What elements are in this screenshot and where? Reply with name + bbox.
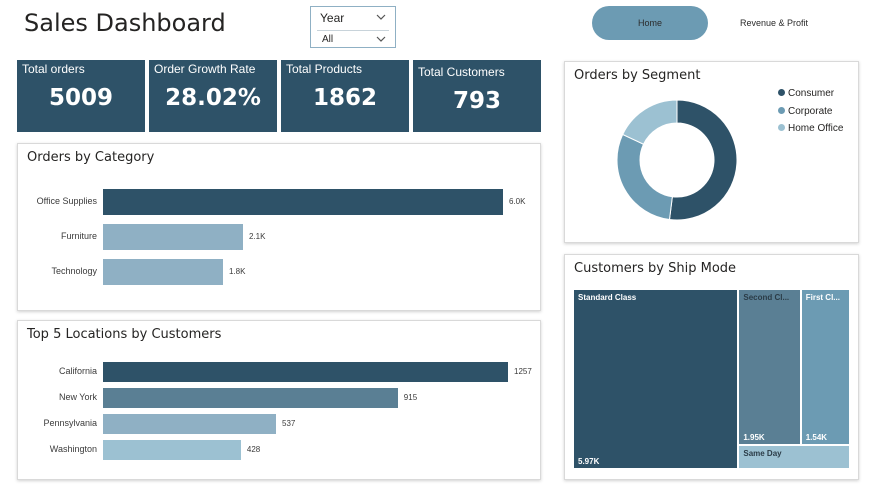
bar-data-label: 6.0K — [509, 197, 526, 206]
kpi-card-total-customers: Total Customers 793 — [413, 60, 541, 132]
kpi-value: 1862 — [312, 85, 377, 111]
legend-item[interactable]: Consumer — [778, 88, 834, 99]
chart-title: Orders by Segment — [574, 68, 701, 83]
kpi-card-total-products: Total Products 1862 — [281, 60, 409, 132]
kpi-label: Total Customers — [418, 65, 505, 79]
bar-category-label: New York — [58, 392, 97, 402]
bar-data-label: 915 — [403, 393, 418, 402]
treemap-tile-label: First Cl... — [805, 293, 840, 302]
treemap-tile-label: Same Day — [743, 448, 782, 458]
orders-by-segment-card[interactable]: Orders by Segment Consumer Corporate Home … — [564, 61, 859, 243]
orders-by-category-card[interactable]: Orders by Category Office Supplies 6.0K Fu… — [17, 143, 541, 311]
bar-data-label: 2.1K — [249, 232, 266, 241]
treemap-tile-label: Standard Class — [578, 293, 637, 302]
kpi-label: Order Growth Rate — [154, 62, 256, 76]
legend-label: Consumer — [788, 88, 835, 99]
kpi-label: Total orders — [22, 62, 85, 76]
bar-category-label: Technology — [51, 266, 97, 276]
legend-label: Corporate — [788, 105, 833, 117]
treemap-tile[interactable]: First Cl... 1.54K — [801, 290, 849, 444]
donut-slice[interactable] — [616, 133, 673, 221]
customers-by-ship-mode-card[interactable]: Customers by Ship Mode Standard Class 5.9… — [564, 254, 859, 480]
treemap-tile[interactable]: Second Cl... 1.95K — [739, 290, 800, 444]
donut-slice[interactable] — [622, 99, 678, 145]
treemap-tile-value: 1.54K — [805, 432, 828, 442]
treemap-tile[interactable]: Same Day — [739, 445, 849, 468]
treemap-tile[interactable]: Standard Class 5.97K — [574, 290, 738, 468]
bar[interactable] — [103, 259, 223, 285]
bar-category-label: Furniture — [60, 231, 97, 241]
kpi-label: Total Products — [286, 62, 363, 76]
bar-category-label: Office Supplies — [36, 196, 97, 206]
bar-category-label: Washington — [49, 444, 97, 454]
nav-home-button[interactable]: Home — [592, 6, 708, 40]
donut-chart[interactable] — [565, 62, 860, 244]
treemap-tile-value: 5.97K — [578, 457, 600, 466]
bar-category-label: California — [58, 366, 97, 376]
bar[interactable] — [103, 440, 241, 460]
chart-title: Top 5 Locations by Customers — [27, 327, 222, 342]
donut-slice[interactable] — [668, 99, 738, 221]
kpi-value: 5009 — [48, 85, 113, 111]
legend-dot-icon — [778, 106, 785, 114]
bar-category-label: Pennsylvania — [43, 418, 97, 428]
nav-revenue-profit-button[interactable]: Revenue & Profit — [739, 18, 809, 28]
bar[interactable] — [103, 414, 277, 434]
bar[interactable] — [103, 388, 398, 408]
kpi-card-total-orders: Total orders 5009 — [17, 60, 145, 132]
bar[interactable] — [103, 224, 243, 250]
treemap-tile-value: 1.95K — [743, 432, 765, 442]
bar[interactable] — [103, 189, 503, 215]
bar-data-label: 537 — [282, 419, 296, 428]
chevron-down-icon[interactable] — [375, 12, 387, 22]
bar-data-label: 1257 — [514, 367, 532, 376]
legend-item[interactable]: Home Office — [778, 123, 843, 134]
kpi-card-order-growth-rate: Order Growth Rate 28.02% — [149, 60, 277, 132]
bar-data-label: 428 — [246, 445, 261, 454]
slicer-selected-value[interactable]: All — [322, 34, 334, 45]
page-title: Sales Dashboard — [24, 9, 226, 37]
year-slicer[interactable]: Year All — [310, 6, 396, 48]
bar-data-label: 1.8K — [229, 267, 246, 276]
slicer-field-label: Year — [320, 11, 345, 25]
top-locations-card[interactable]: Top 5 Locations by Customers California 1… — [17, 320, 541, 480]
kpi-value: 28.02% — [165, 85, 261, 111]
legend-dot-icon — [778, 89, 785, 96]
chart-title: Customers by Ship Mode — [574, 261, 737, 276]
legend-label: Home Office — [788, 123, 844, 134]
slicer-divider — [317, 30, 389, 31]
treemap-tile-label: Second Cl... — [743, 293, 790, 302]
legend-item[interactable]: Corporate — [778, 106, 832, 117]
chevron-down-icon[interactable] — [375, 34, 387, 44]
chart-title: Orders by Category — [27, 150, 155, 165]
kpi-value: 793 — [452, 88, 501, 114]
bar[interactable] — [103, 362, 508, 382]
legend-dot-icon — [778, 124, 785, 131]
